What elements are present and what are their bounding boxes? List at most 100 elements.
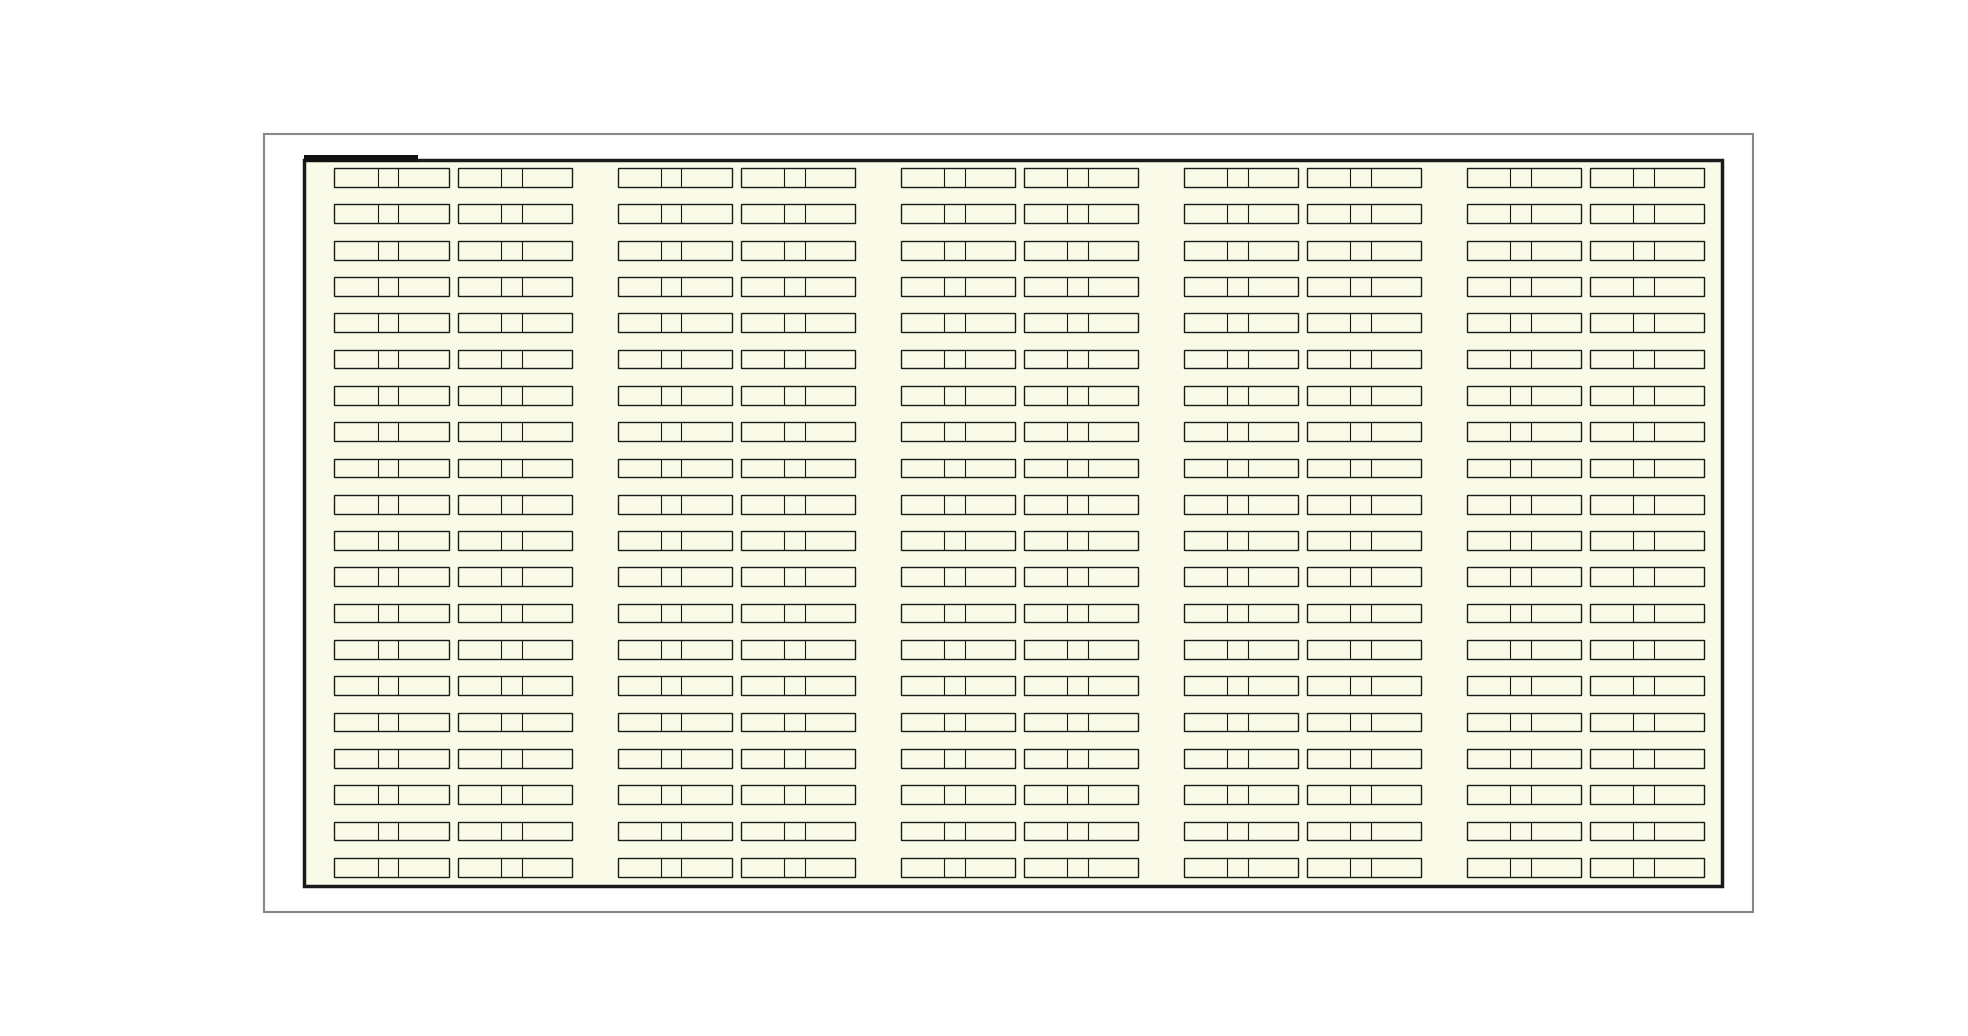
Bar: [901, 204, 1015, 223]
Bar: [618, 568, 732, 586]
Bar: [1590, 604, 1704, 623]
Bar: [618, 495, 732, 514]
Bar: [1183, 386, 1297, 405]
Bar: [1466, 640, 1580, 659]
Bar: [1307, 423, 1421, 441]
Bar: [1023, 459, 1138, 478]
Bar: [1590, 350, 1704, 369]
Bar: [1023, 168, 1138, 186]
Bar: [740, 350, 854, 369]
Bar: [1590, 713, 1704, 731]
Bar: [740, 204, 854, 223]
Bar: [1023, 785, 1138, 804]
Bar: [1183, 313, 1297, 333]
Bar: [740, 568, 854, 586]
Bar: [1183, 204, 1297, 223]
Bar: [1307, 640, 1421, 659]
Bar: [740, 277, 854, 296]
Bar: [1023, 350, 1138, 369]
Bar: [901, 568, 1015, 586]
Bar: [1183, 677, 1297, 695]
Bar: [459, 495, 573, 514]
Bar: [1307, 677, 1421, 695]
Bar: [459, 858, 573, 876]
Bar: [1466, 168, 1580, 186]
Bar: [1590, 749, 1704, 768]
Bar: [459, 531, 573, 550]
Bar: [1183, 423, 1297, 441]
Bar: [1466, 495, 1580, 514]
Bar: [740, 386, 854, 405]
Bar: [1023, 822, 1138, 840]
Bar: [740, 459, 854, 478]
Bar: [740, 713, 854, 731]
Bar: [335, 640, 449, 659]
Bar: [335, 604, 449, 623]
Bar: [1307, 531, 1421, 550]
Bar: [618, 713, 732, 731]
Bar: [1466, 423, 1580, 441]
Bar: [303, 155, 419, 162]
Bar: [1466, 277, 1580, 296]
Bar: [1023, 858, 1138, 876]
Bar: [740, 168, 854, 186]
Bar: [740, 423, 854, 441]
Bar: [1183, 277, 1297, 296]
Bar: [901, 531, 1015, 550]
Bar: [1590, 677, 1704, 695]
Bar: [1307, 350, 1421, 369]
Bar: [1023, 423, 1138, 441]
Bar: [335, 350, 449, 369]
Bar: [335, 495, 449, 514]
Bar: [901, 495, 1015, 514]
Bar: [740, 495, 854, 514]
Bar: [1023, 313, 1138, 333]
Bar: [618, 204, 732, 223]
Bar: [335, 313, 449, 333]
Bar: [335, 822, 449, 840]
Bar: [1590, 168, 1704, 186]
Bar: [459, 713, 573, 731]
Bar: [618, 749, 732, 768]
Bar: [459, 785, 573, 804]
Bar: [618, 858, 732, 876]
Bar: [459, 749, 573, 768]
Bar: [1307, 568, 1421, 586]
Bar: [901, 459, 1015, 478]
Bar: [1183, 459, 1297, 478]
Bar: [618, 640, 732, 659]
Bar: [1466, 240, 1580, 260]
Bar: [335, 240, 449, 260]
Bar: [459, 677, 573, 695]
Bar: [1590, 313, 1704, 333]
Bar: [1183, 604, 1297, 623]
Bar: [1307, 822, 1421, 840]
Bar: [901, 277, 1015, 296]
Bar: [1023, 240, 1138, 260]
Bar: [1466, 531, 1580, 550]
Bar: [1466, 459, 1580, 478]
Bar: [1307, 749, 1421, 768]
Bar: [335, 677, 449, 695]
Bar: [1183, 168, 1297, 186]
Bar: [618, 350, 732, 369]
Bar: [1307, 713, 1421, 731]
Bar: [901, 604, 1015, 623]
Bar: [1307, 313, 1421, 333]
Bar: [1183, 531, 1297, 550]
Bar: [1590, 822, 1704, 840]
Bar: [901, 713, 1015, 731]
Bar: [740, 313, 854, 333]
Bar: [1023, 640, 1138, 659]
Bar: [618, 604, 732, 623]
Bar: [335, 277, 449, 296]
Bar: [618, 277, 732, 296]
Bar: [740, 604, 854, 623]
Bar: [618, 313, 732, 333]
Bar: [1466, 350, 1580, 369]
Bar: [1183, 713, 1297, 731]
Bar: [1590, 568, 1704, 586]
Bar: [1590, 858, 1704, 876]
Bar: [1307, 240, 1421, 260]
Bar: [1590, 785, 1704, 804]
